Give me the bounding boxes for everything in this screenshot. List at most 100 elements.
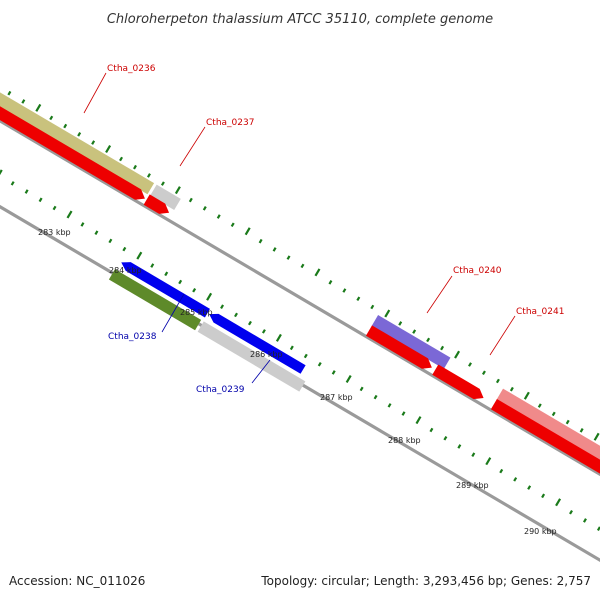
outer-scale-tick [188,197,193,203]
inner-scale-tick [303,353,308,359]
inner-scale-tick [443,435,448,441]
genome-track-group [0,71,600,564]
gene-feature-ctha-0241-forward-b[interactable] [490,398,600,511]
outer-scale-tick [356,296,361,302]
outer-scale-tick [509,386,514,392]
gene-feature-ctha-0236-forward[interactable] [0,81,148,204]
gene-label-ctha-0238[interactable]: Ctha_0238 [108,332,157,342]
inner-scale-tick [52,205,57,211]
outer-scale-tick [105,145,112,154]
accession-text: Accession: NC_011026 [9,574,145,588]
inner-scale-tick [527,485,532,490]
outer-scale-tick [160,181,165,186]
inner-scale-tick [164,271,169,277]
gene-label-ctha-0239[interactable]: Ctha_0239 [196,385,245,395]
inner-scale-tick [485,457,492,466]
outer-scale-tick [579,428,584,433]
outer-scale-tick [300,263,305,269]
outer-scale-tick [593,432,600,441]
outer-scale-tick [202,206,207,211]
genome-summary-text: Topology: circular; Length: 3,293,456 bp… [260,574,591,588]
inner-scale-tick [345,374,352,383]
outer-scale-tick [258,238,263,244]
inner-scale-tick [66,210,73,219]
inner-scale-tick [499,468,504,474]
inner-scale-tick [0,169,3,178]
inner-scale-tick [220,304,225,309]
outer-scale-tick [49,115,54,121]
leader-line-ctha-0239 [251,359,271,384]
gene-feature-ctha-0240-outer[interactable] [371,315,451,369]
leader-line-ctha-0236 [83,72,107,114]
gene-label-ctha-0237[interactable]: Ctha_0237 [206,118,254,128]
inner-scale-tick [401,411,406,416]
inner-scale-tick [373,394,378,400]
outer-scale-tick [63,123,68,129]
leader-line-ctha-0237 [179,126,206,167]
inner-scale-tick [192,287,197,293]
leader-line-ctha-0240 [426,275,453,314]
inner-scale-tick [457,444,462,449]
scale-labels: 283 kbp 284 kbp 285 kbp 286 kbp 287 kbp … [38,228,557,536]
inner-scale-tick [10,181,15,186]
inner-scale-tick [415,416,422,425]
outer-scale-tick [35,103,42,112]
outer-scale-tick [412,329,417,334]
inner-scale-tick [38,197,43,203]
outer-scale-tick [21,99,26,104]
gene-feature-ctha-0238-reverse[interactable] [119,258,210,318]
outer-tick-scale [7,90,600,441]
inner-scale-tick [248,320,252,326]
inner-scale-tick [555,498,562,507]
gene-feature-ctha-0238-outer[interactable] [108,269,202,331]
inner-scale-tick [289,345,294,351]
outer-scale-tick [440,345,445,351]
outer-scale-tick [272,247,277,252]
outer-scale-tick [523,391,530,400]
scale-label-290: 290 kbp [524,527,557,536]
scale-label-283: 283 kbp [38,228,71,237]
inner-scale-tick [359,386,364,392]
leader-line-ctha-0238 [161,293,185,333]
inner-scale-tick [136,251,143,260]
gene-feature-ctha-0237-forward[interactable] [143,194,172,218]
inner-scale-tick [261,329,266,334]
inner-scale-tick [234,312,238,318]
outer-scale-tick [216,214,221,219]
inner-scale-tick [108,238,113,244]
outer-scale-tick [146,173,151,178]
gene-label-ctha-0236[interactable]: Ctha_0236 [107,64,156,74]
outer-scale-tick [314,268,321,277]
outer-scale-tick [468,362,472,367]
gene-feature-ctha-0241-forward-a[interactable] [432,364,486,403]
gene-feature-ctha-0241-outer[interactable] [496,388,600,502]
outer-scale-tick [384,309,391,318]
leader-line-ctha-0241 [489,315,516,356]
outer-scale-tick [551,411,556,417]
outer-scale-tick [77,132,82,137]
scale-label-286: 286 kbp [250,350,283,359]
gene-labels: Ctha_0236 Ctha_0237 Ctha_0238 Ctha_0239 … [83,64,564,395]
inner-tick-scale [0,169,600,531]
inner-scale-tick [24,189,29,194]
inner-scale-tick [429,427,434,433]
inner-scale-tick [94,230,99,235]
inner-scale-tick [122,246,127,252]
inner-scale-tick [387,403,392,408]
gene-feature-ctha-0240-forward[interactable] [365,325,435,372]
scale-label-284: 284 kbp [109,266,142,275]
outer-scale-tick [244,227,251,236]
gene-label-ctha-0240[interactable]: Ctha_0240 [453,266,502,276]
gene-feature-ctha-0239-outer[interactable] [197,321,306,392]
outer-scale-tick [454,350,461,359]
outer-scale-tick [398,321,403,326]
gene-feature-ctha-0237-outer[interactable] [150,184,181,211]
inner-scale-tick [206,292,213,301]
gene-feature-ctha-0236-outer[interactable] [0,71,155,195]
gene-label-ctha-0241[interactable]: Ctha_0241 [516,307,564,317]
inner-scale-tick [541,493,546,499]
gene-feature-ctha-0239-reverse[interactable] [207,310,306,374]
outer-scale-tick [565,419,570,425]
